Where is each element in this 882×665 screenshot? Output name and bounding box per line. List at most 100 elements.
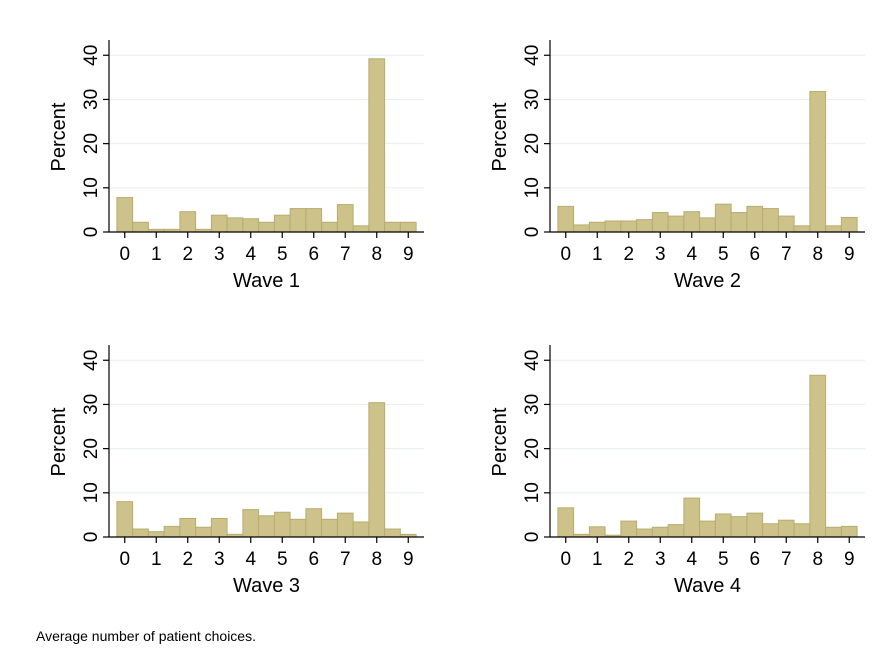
y-tick-label: 30 [522,89,543,110]
x-tick-label: 8 [371,244,382,265]
histogram-bar [636,219,653,233]
x-tick-label: 0 [560,549,571,570]
histogram-bar [368,402,386,538]
x-tick-label: 5 [277,244,288,265]
x-tick-label: 8 [812,549,823,570]
x-tick-label: 6 [749,244,760,265]
y-tick-label: 30 [81,89,102,110]
x-tick-label: 5 [718,549,729,570]
histogram-bar [399,221,417,233]
x-axis-title: Wave 3 [233,575,300,597]
histogram-bar [384,221,401,233]
histogram-bar [352,521,370,538]
histogram-bar [588,221,606,233]
histogram-bar [352,225,370,233]
x-axis-title: Wave 1 [233,270,300,292]
histogram-bar [620,220,638,233]
x-tick-label: 9 [844,244,855,265]
histogram-bar [714,203,732,233]
y-axis-title: Percent [48,407,70,476]
y-tick-label: 20 [522,133,543,154]
histogram-bar [809,374,827,538]
x-tick-label: 0 [119,549,130,570]
x-tick-label: 9 [844,549,855,570]
x-tick-label: 0 [560,244,571,265]
x-tick-label: 4 [686,549,697,570]
histogram-bar [730,516,748,538]
y-tick-label: 40 [522,45,543,66]
y-tick-label: 10 [81,177,102,198]
histogram-bar [762,208,779,233]
histogram-bar [825,526,842,538]
x-tick-label: 7 [781,244,792,265]
histogram-bar [163,525,181,538]
y-tick-label: 10 [81,482,102,503]
histogram-bar [777,215,795,233]
y-tick-label: 10 [522,482,543,503]
histogram-bar [116,197,134,233]
x-tick-label: 3 [655,549,666,570]
histogram-bar [321,221,338,233]
x-tick-label: 1 [151,549,162,570]
histogram-bar [667,215,685,233]
histogram-bar [210,214,228,233]
histogram-bar [368,58,386,233]
histogram-bar [840,216,858,233]
histogram-bar [195,526,212,538]
histogram-bar [699,217,716,233]
histogram-bar [116,501,134,538]
x-tick-label: 3 [214,549,225,570]
histogram-bar [289,208,307,233]
histogram-bar [809,90,827,233]
histogram-bar [825,225,842,233]
histogram-bar [336,512,354,538]
histogram-bar [179,517,197,538]
y-tick-label: 0 [522,532,543,543]
histogram-bar [242,218,260,233]
x-tick-label: 1 [151,244,162,265]
histogram-bar [651,212,669,233]
histogram-bar [147,531,165,538]
histogram-bar [714,513,732,538]
histogram-bar [226,217,244,233]
x-tick-label: 6 [308,549,319,570]
x-tick-label: 2 [182,549,193,570]
histogram-bar [730,212,748,233]
histogram-bar [273,214,291,233]
histogram-bar [258,221,275,233]
histogram-bar [588,526,606,538]
x-tick-label: 4 [686,244,697,265]
x-tick-label: 8 [371,549,382,570]
y-tick-label: 0 [522,227,543,238]
y-tick-label: 20 [81,438,102,459]
x-tick-label: 3 [655,244,666,265]
y-tick-label: 40 [522,350,543,371]
x-tick-label: 1 [592,244,603,265]
x-tick-label: 1 [592,549,603,570]
x-tick-label: 2 [623,244,634,265]
histogram-bar [289,518,307,538]
histogram-bar [305,208,323,233]
histogram-bar [651,526,669,538]
histogram-bar [321,518,338,538]
histogram-bar [793,225,811,233]
histogram-bar [777,519,795,538]
x-tick-label: 8 [812,244,823,265]
x-tick-label: 9 [403,244,414,265]
histogram-bar [699,520,716,538]
y-tick-label: 0 [81,227,102,238]
histogram-bar [132,221,149,233]
x-tick-label: 4 [245,244,256,265]
y-tick-label: 40 [81,45,102,66]
histogram-bar [840,525,858,538]
histogram-bar [305,508,323,538]
x-tick-label: 7 [781,549,792,570]
x-tick-label: 2 [623,549,634,570]
x-axis-title: Wave 2 [674,270,741,292]
figure-caption: Average number of patient choices. [36,628,256,644]
histogram-bar [258,515,275,538]
histogram-bar [210,517,228,538]
histogram-bar [746,205,764,233]
